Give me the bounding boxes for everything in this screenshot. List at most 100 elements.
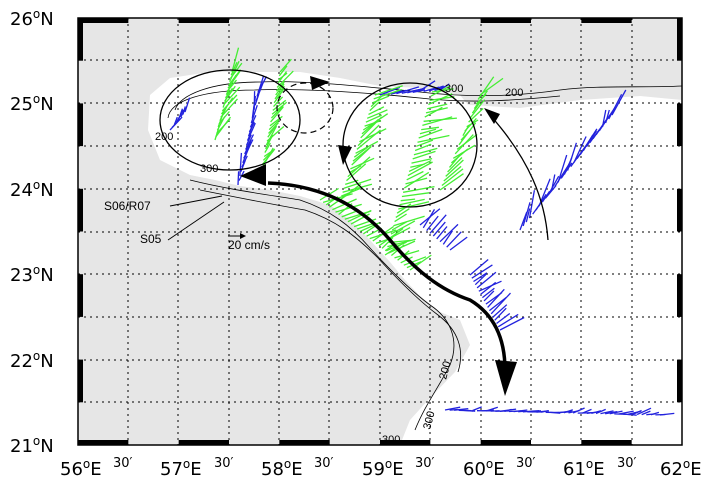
scale-vector-head [240,233,246,239]
frame-check-bottom [178,440,229,445]
velocity-vector [265,134,274,150]
velocity-vector [273,88,285,104]
velocity-vector [595,408,606,415]
velocity-vector [632,409,642,415]
velocity-vector [171,118,181,128]
velocity-vector [441,168,464,187]
lat-tick-label: 24oN [10,178,54,201]
velocity-vector [469,259,489,276]
velocity-vector [214,125,221,141]
velocity-vector [474,273,487,286]
velocity-vector [522,202,531,227]
velocity-vector [391,221,408,231]
frame-check-right [677,18,682,61]
velocity-vector [250,104,258,124]
velocity-vector [445,159,464,177]
isobath-south [189,179,455,431]
velocity-vector [353,146,369,158]
velocity-vector [267,124,278,138]
flow-arrowheads [240,76,517,396]
velocity-vector [251,105,255,119]
velocity-vector [422,116,453,127]
velocity-vector [222,89,230,108]
velocity-vector [217,112,225,128]
velocity-vector [264,142,271,153]
isobath-300 [167,89,561,119]
velocity-vector [399,198,425,206]
velocity-vector [489,296,507,312]
velocity-vector [531,410,542,413]
velocity-vector [347,209,372,223]
velocity-vector [439,223,459,243]
frame-check-right [677,274,682,317]
frame-check-right [677,359,682,403]
circulation-schematic [159,69,549,371]
velocity-vector [608,94,623,120]
velocity-vector [473,90,488,109]
frame-check-bottom [581,440,632,445]
velocity-vector [239,152,243,177]
eastern-flow [489,114,549,241]
velocity-vector [485,406,499,412]
velocity-vector [600,410,614,415]
velocity-vector [443,165,462,182]
velocity-vector [439,173,464,191]
contour-label: 300 [445,83,463,95]
velocity-vector [442,230,453,245]
velocity-vector [272,99,287,111]
velocity-vector [444,406,461,411]
velocity-vector [429,214,447,234]
velocity-vector [277,71,288,84]
velocity-vector [428,93,453,106]
velocity-vector [407,161,433,177]
lon-tick-labels: 56oE 30′ 57oE 30′ 58oE 30′ 59oE 30′ 60oE… [60,456,702,480]
velocity-vector [480,281,497,295]
velocity-vector [254,94,260,106]
arrowhead-east-eddy [338,145,352,165]
velocity-vector [499,316,525,331]
velocity-vector [659,412,675,416]
velocity-vector [361,118,379,135]
velocity-vector [356,129,381,150]
velocity-vector [223,86,241,105]
velocity-vector [409,254,432,271]
frame-check-left [78,18,83,61]
velocity-vector [268,119,280,131]
frame-check-left [78,103,83,147]
velocity-vector [390,220,416,235]
velocity-vector [394,213,407,223]
velocity-vector [604,410,618,415]
velocity-vector [476,271,497,289]
velocity-vector [393,215,425,227]
velocity-vector [328,190,354,208]
velocity-vector [582,134,594,152]
velocity-vector [184,97,191,113]
velocity-vector [611,89,627,116]
contour-label: 300 [421,410,437,431]
grid [78,18,682,445]
velocity-vector [432,221,446,237]
velocity-vector [494,307,507,321]
velocity-vector [477,76,495,100]
velocity-vector [483,290,495,302]
velocity-vector [347,156,371,178]
eddy-dashed [276,82,334,134]
velocity-vector [398,201,430,210]
velocity-vector [387,238,416,248]
frame-check-left [78,274,83,317]
velocity-vector [411,157,433,164]
velocity-vector [244,139,252,155]
velocity-vector [636,407,652,416]
lon-minute-label: 30′ [113,456,133,471]
lon-tick-label: 58oE [261,457,303,480]
frame-check-right [677,188,682,232]
velocity-vector [513,409,528,413]
eddy-west [159,69,301,171]
frame-check-top [581,18,632,23]
arrowhead-eastern-flow [484,108,500,124]
section-label-s06: S06/R07 [104,199,151,213]
velocity-vector [182,106,186,115]
velocity-vector [356,222,375,230]
velocity-vector [563,409,574,414]
velocity-vector [275,83,285,96]
